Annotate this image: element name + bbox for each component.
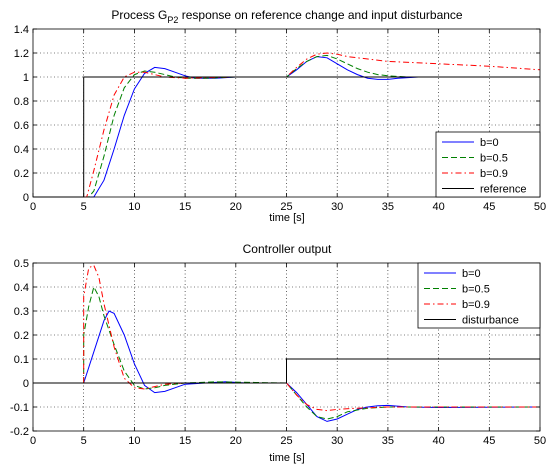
bottom-xtick-label: 0 — [30, 435, 36, 447]
bottom-ytick-label: 0.5 — [14, 258, 29, 270]
bottom-xtick-label: 15 — [179, 435, 191, 447]
top-plot: Process GP2 response on reference change… — [14, 8, 546, 224]
top-legend-label: b=0 — [480, 137, 499, 149]
bottom-plot-title: Controller output — [243, 242, 332, 256]
bottom-ytick-label: -0.2 — [10, 426, 29, 438]
bottom-xtick-label: 40 — [432, 435, 444, 447]
top-ytick-label: 1 — [23, 72, 29, 84]
bottom-ytick-label: 0.1 — [14, 354, 29, 366]
top-xtick-label: 5 — [81, 201, 87, 213]
bottom-xtick-label: 35 — [382, 435, 394, 447]
bottom-legend-label: b=0.9 — [462, 299, 490, 311]
top-ytick-label: 0 — [23, 192, 29, 204]
top-xtick-label: 30 — [331, 201, 343, 213]
bottom-plot-xlabel: time [s] — [269, 452, 304, 464]
top-ytick-label: 0.2 — [14, 168, 29, 180]
bottom-ytick-label: 0 — [23, 378, 29, 390]
top-ytick-label: 0.4 — [14, 144, 29, 156]
top-legend-label: b=0.9 — [480, 168, 508, 180]
bottom-ytick-label: 0.4 — [14, 282, 29, 294]
top-xtick-label: 10 — [128, 201, 140, 213]
top-ytick-label: 1.4 — [14, 24, 29, 36]
top-ytick-label: 0.8 — [14, 96, 29, 108]
bottom-xtick-label: 50 — [534, 435, 546, 447]
bottom-legend: b=0 b=0.5 b=0.9 disturbance — [417, 262, 541, 329]
top-plot-xlabel: time [s] — [269, 212, 304, 224]
bottom-ytick-label: 0.3 — [14, 306, 29, 318]
top-legend-box — [435, 131, 541, 198]
bottom-xtick-label: 5 — [81, 435, 87, 447]
top-ytick-label: 0.6 — [14, 120, 29, 132]
bottom-legend-label: b=0.5 — [462, 284, 490, 296]
top-xtick-label: 45 — [483, 201, 495, 213]
top-xtick-label: 0 — [30, 201, 36, 213]
top-xtick-label: 40 — [432, 201, 444, 213]
bottom-xtick-label: 20 — [230, 435, 242, 447]
bottom-xtick-label: 45 — [483, 435, 495, 447]
bottom-ytick-label: -0.1 — [10, 402, 29, 414]
bottom-xtick-label: 30 — [331, 435, 343, 447]
top-plot-title: Process GP2 response on reference change… — [111, 8, 463, 25]
bottom-ytick-label: 0.2 — [14, 330, 29, 342]
top-xtick-label: 20 — [230, 201, 242, 213]
top-xtick-label: 15 — [179, 201, 191, 213]
bottom-legend-box — [417, 262, 541, 329]
top-xtick-label: 25 — [280, 201, 292, 213]
bottom-xtick-label: 10 — [128, 435, 140, 447]
top-legend-label: b=0.5 — [480, 153, 508, 165]
bottom-legend-label: disturbance — [462, 315, 519, 327]
top-xtick-label: 35 — [382, 201, 394, 213]
top-ytick-label: 1.2 — [14, 48, 29, 60]
top-xtick-label: 50 — [534, 201, 546, 213]
top-plot-title-subscript: P2 — [167, 15, 178, 25]
bottom-series-disturbance-line — [33, 358, 540, 384]
bottom-xtick-label: 25 — [280, 435, 292, 447]
bottom-plot: Controller output time [s] 0 5 10 15 20 25 30 3… — [10, 242, 546, 464]
top-legend: b=0 b=0.5 b=0.9 reference — [435, 131, 541, 198]
bottom-legend-label: b=0 — [462, 268, 481, 280]
bottom-series-b-0-9-line — [83, 264, 540, 412]
top-legend-label: reference — [480, 184, 526, 196]
